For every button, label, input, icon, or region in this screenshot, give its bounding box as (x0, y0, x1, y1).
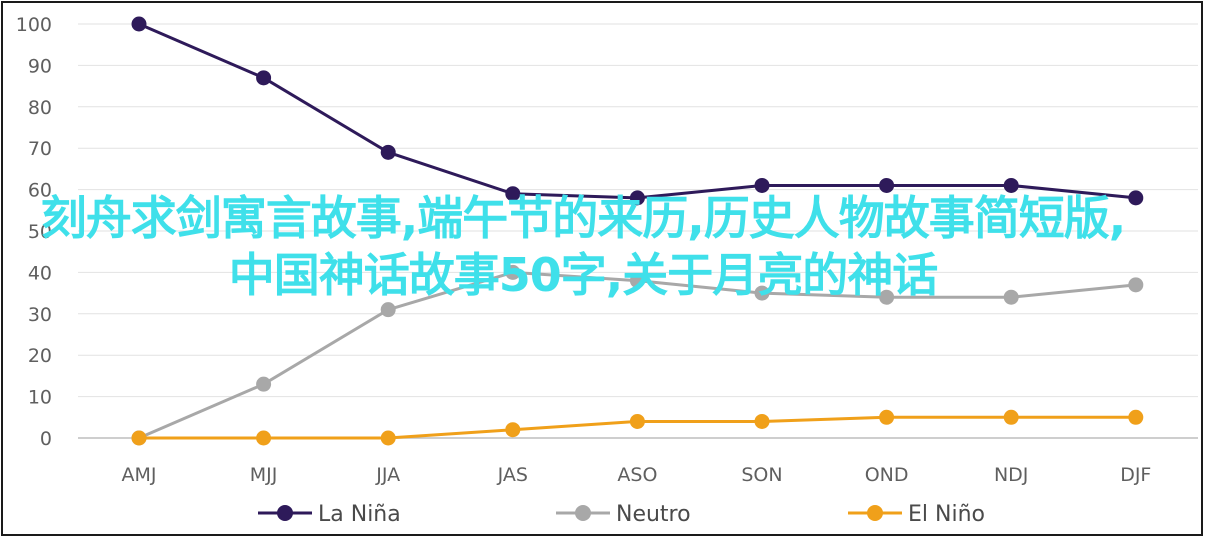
x-tick-label: AMJ (122, 464, 157, 486)
y-tick-label: 20 (28, 345, 52, 367)
legend-marker (575, 505, 591, 521)
data-point (1128, 409, 1144, 425)
x-tick-label: NDJ (994, 464, 1028, 486)
data-point (754, 285, 770, 301)
overlay-caption: 刻舟求剑寓言故事,端午节的来历,历史人物故事简短版,中国神话故事50字,关于月亮… (28, 190, 1138, 304)
x-tick-label: JAS (497, 464, 528, 486)
x-tick-label: JJA (375, 464, 400, 486)
data-point (1003, 289, 1019, 305)
y-tick-label: 0 (40, 428, 52, 450)
data-point (1003, 177, 1019, 193)
data-point (256, 430, 272, 446)
data-point (629, 190, 645, 206)
y-tick-label: 100 (16, 14, 52, 36)
overlay-text: 刻舟求剑寓言故事,端午节的来历,历史人物故事简短版,中国神话故事50字,关于月亮… (40, 191, 1126, 302)
data-point (380, 302, 396, 318)
y-tick-label: 10 (28, 387, 52, 409)
data-point (629, 413, 645, 429)
legend-marker (277, 505, 293, 521)
legend: La Niña Neutro El Niño (258, 502, 985, 527)
y-tick-label: 50 (28, 221, 52, 243)
data-point (505, 422, 521, 438)
data-point (505, 264, 521, 280)
data-point (131, 430, 147, 446)
y-tick-label: 60 (28, 180, 52, 202)
data-point (754, 413, 770, 429)
data-point (380, 430, 396, 446)
data-point (754, 177, 770, 193)
data-point (380, 144, 396, 160)
legend-label: El Niño (908, 502, 985, 527)
data-point (629, 273, 645, 289)
data-point (879, 177, 895, 193)
legend-marker (867, 505, 883, 521)
x-tick-label: DJF (1120, 464, 1151, 486)
series-line (138, 22, 1136, 200)
legend-label: La Niña (318, 502, 401, 527)
data-point (1128, 277, 1144, 293)
x-tick-label: OND (865, 464, 909, 486)
x-tick-label: MJJ (250, 464, 278, 486)
legend-label: Neutro (616, 502, 691, 527)
x-tick-label: ASO (617, 464, 657, 486)
y-tick-label: 70 (28, 138, 52, 160)
data-point (879, 289, 895, 305)
y-tick-label: 40 (28, 262, 52, 284)
data-point (879, 409, 895, 425)
x-tick-label: SON (741, 464, 782, 486)
y-tick-label: 90 (28, 55, 52, 77)
y-tick-label: 30 (28, 304, 52, 326)
y-tick-label: 80 (28, 97, 52, 119)
data-point (256, 376, 272, 392)
data-point (505, 186, 521, 202)
y-axis: 0 10 20 30 40 50 60 70 80 90 100 (16, 14, 52, 450)
series-lines (131, 16, 1144, 446)
data-point (256, 70, 272, 86)
x-axis: AMJ MJJ JJA JAS ASO SON OND NDJ DJF (122, 464, 1152, 486)
data-point (1003, 409, 1019, 425)
data-point (1128, 190, 1144, 206)
data-point (131, 16, 147, 32)
